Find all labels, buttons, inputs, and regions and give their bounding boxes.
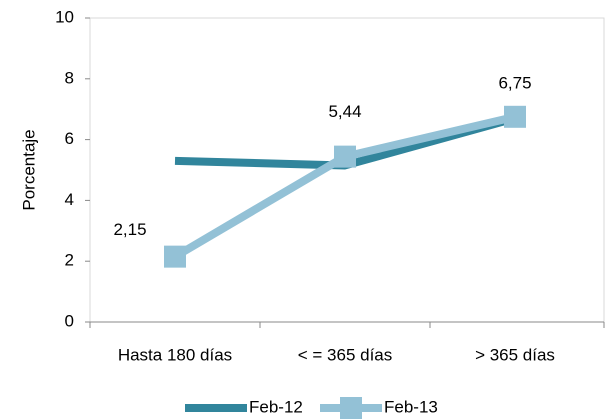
y-tick-label: 8	[65, 68, 74, 87]
legend-label: Feb-12	[249, 397, 303, 416]
data-label: 2,15	[113, 220, 146, 239]
x-tick-label: Hasta 180 días	[118, 345, 232, 364]
y-tick-label: 2	[65, 251, 74, 270]
plot-area	[89, 17, 605, 323]
y-tick-label: 4	[65, 190, 74, 209]
data-label: 6,75	[498, 73, 531, 92]
marker	[334, 145, 356, 168]
marker	[504, 105, 526, 128]
legend-label: Feb-13	[384, 397, 438, 416]
y-tick-label: 10	[55, 7, 74, 26]
y-tick-label: 0	[65, 311, 74, 330]
marker	[164, 245, 186, 268]
legend-marker	[340, 397, 362, 419]
y-tick-label: 6	[65, 129, 74, 148]
x-tick-label: > 365 días	[475, 345, 555, 364]
data-label: 5,44	[328, 102, 361, 121]
x-tick-label: < = 365 días	[298, 345, 393, 364]
y-axis-label: Porcentaje	[19, 129, 38, 210]
